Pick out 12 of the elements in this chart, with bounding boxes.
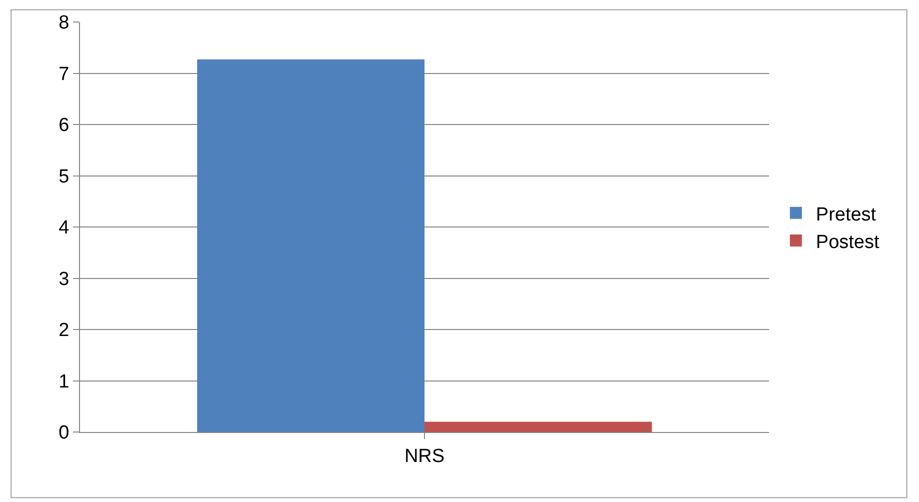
y-tick-label: 8 (58, 12, 70, 34)
y-tick-label: 6 (58, 115, 70, 136)
y-tick-label: 3 (58, 268, 70, 290)
y-tick-label: 1 (58, 371, 70, 392)
y-tick-label: 0 (58, 422, 70, 444)
y-tick-label: 4 (58, 218, 70, 239)
legend-label: Pretest (816, 204, 877, 226)
y-tick-label: 5 (58, 166, 70, 188)
x-tick-label: NRS (404, 446, 445, 467)
y-tick-label: 2 (58, 320, 70, 342)
y-tick-label: 7 (58, 64, 70, 85)
legend-label: Postest (816, 232, 880, 253)
